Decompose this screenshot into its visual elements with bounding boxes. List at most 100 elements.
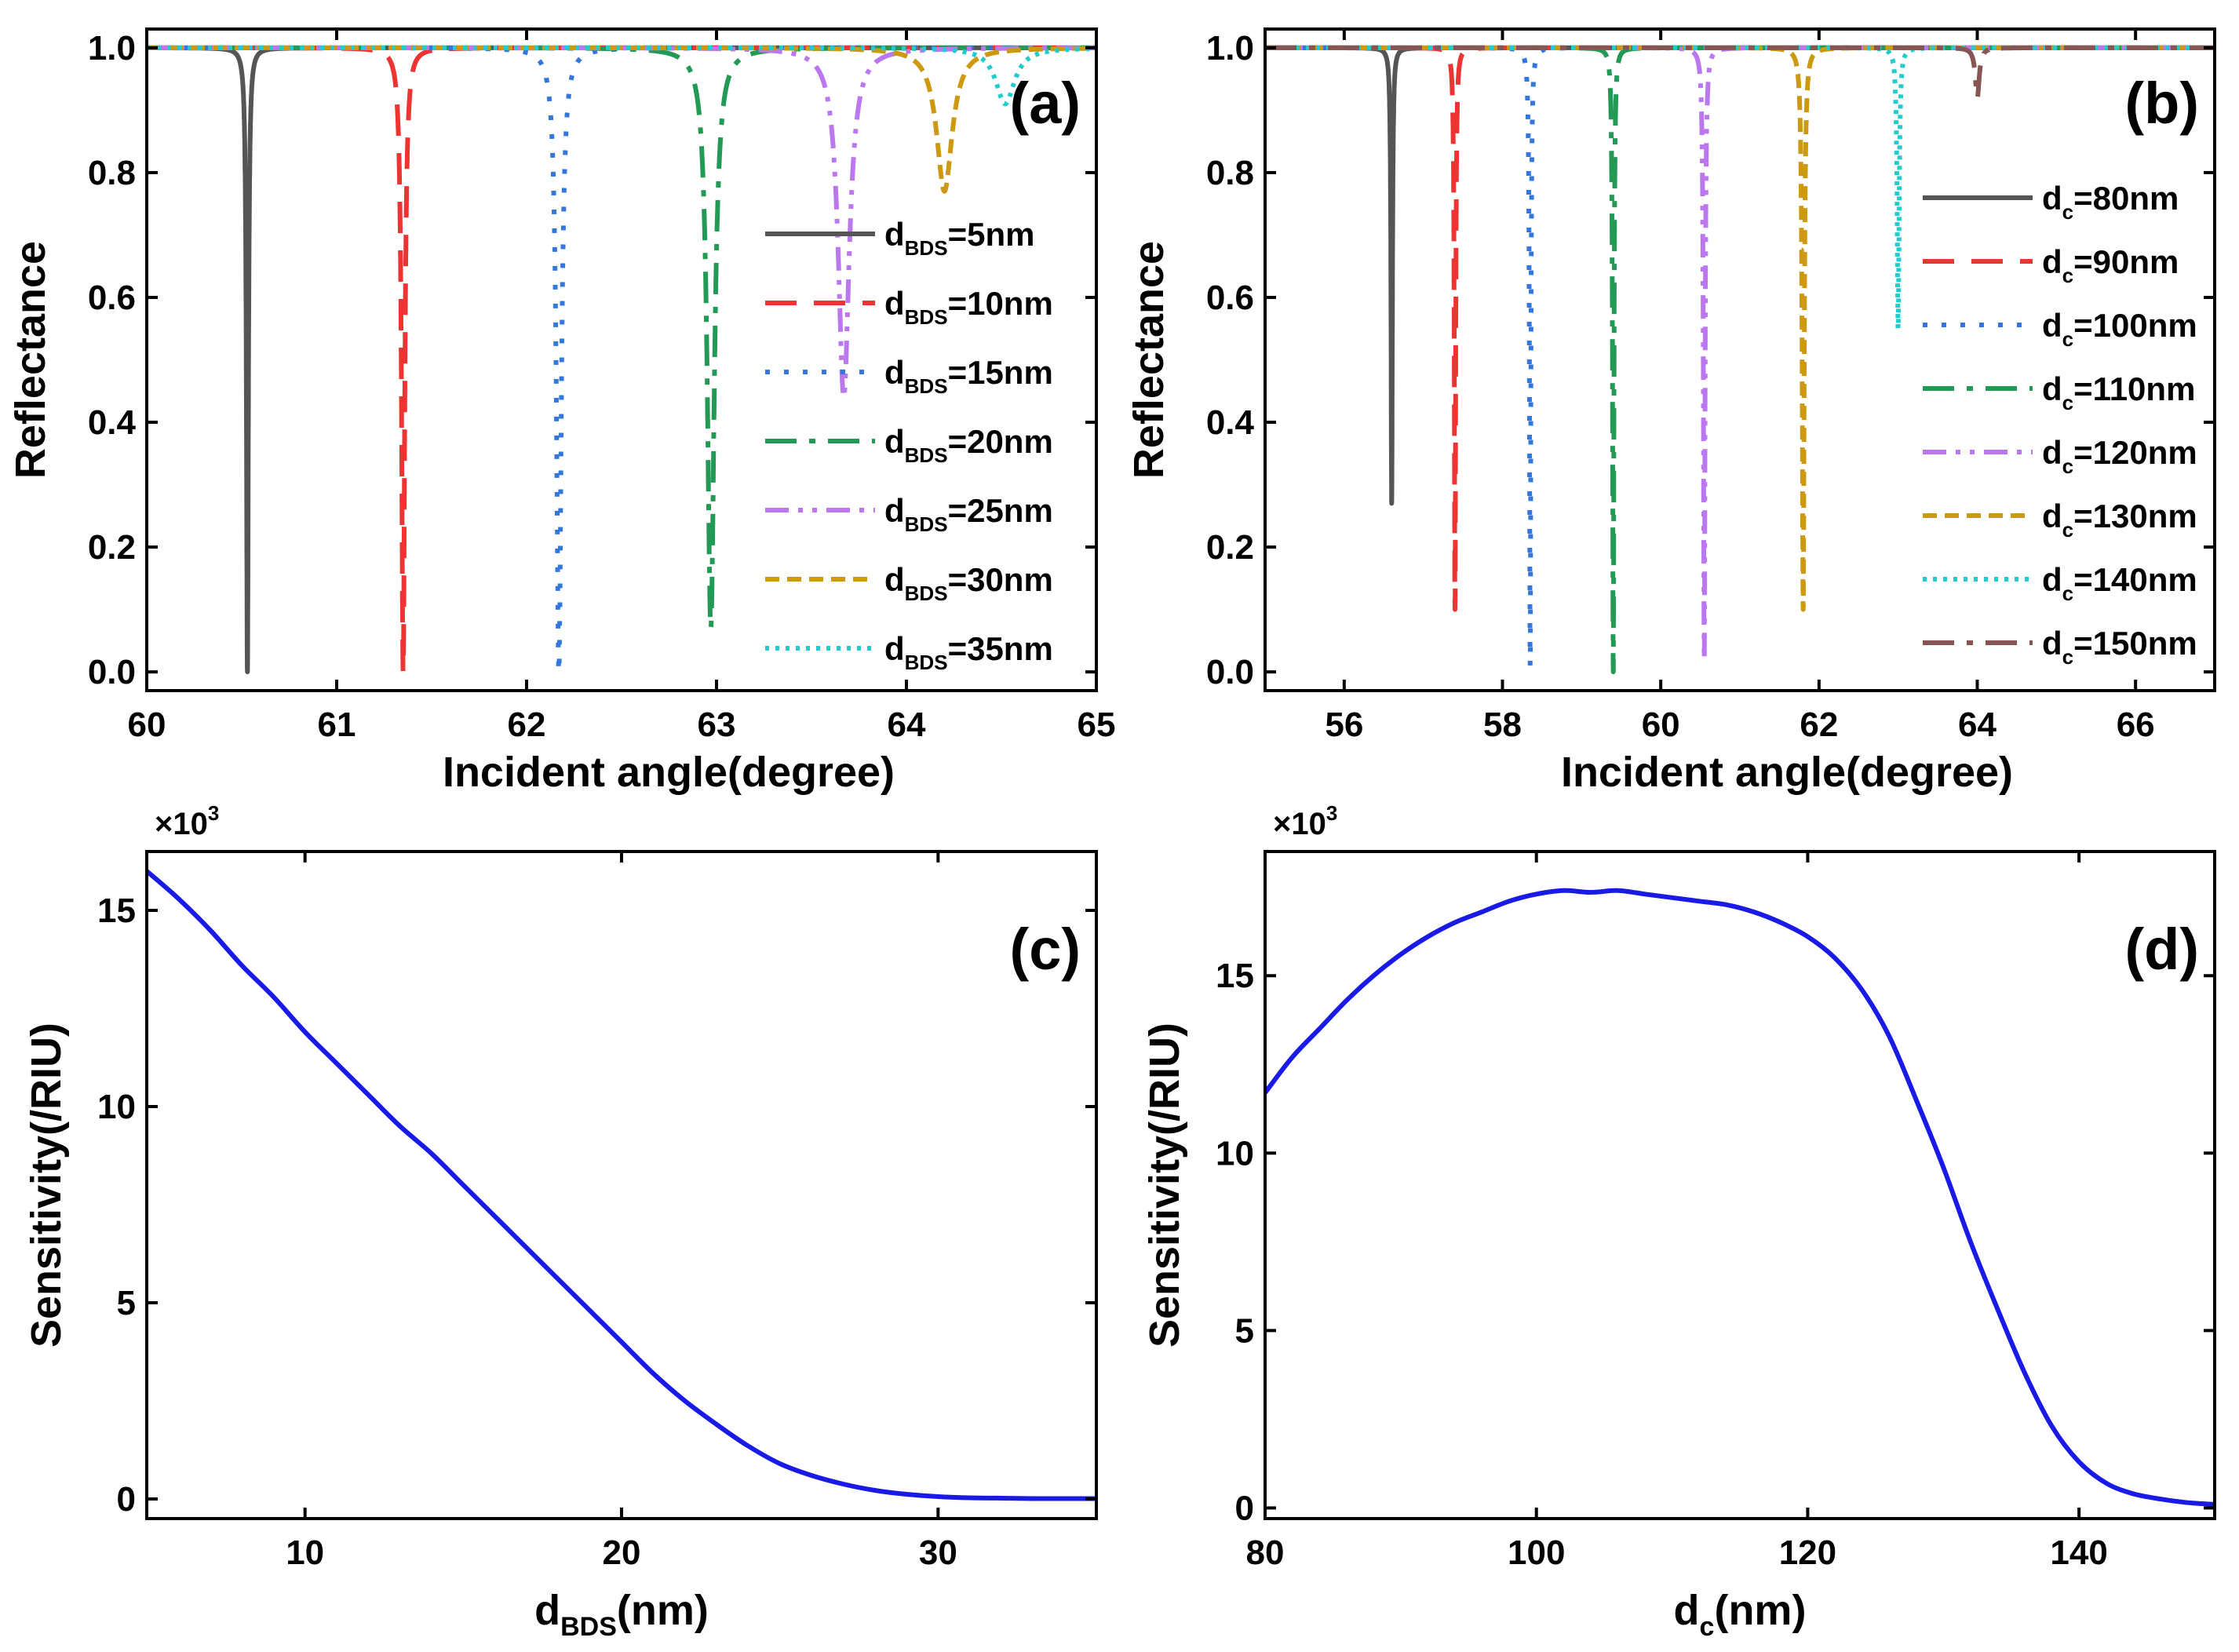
series-line-a-6 <box>147 45 1096 107</box>
y-tick-label: 0.2 <box>1206 528 1254 567</box>
legend-entry: dc=140nm <box>2042 561 2197 605</box>
legend-main: d <box>884 285 905 322</box>
legend-entry: dc=110nm <box>2042 370 2195 414</box>
plot-frame <box>145 27 1098 692</box>
y-tick-label: 0 <box>117 1480 136 1519</box>
panel-label: (c) <box>1010 917 1081 982</box>
legend-entry: dc=100nm <box>2042 307 2197 351</box>
x-tick-label: 56 <box>1325 706 1363 744</box>
xlabel-subscript: c <box>1700 1612 1715 1642</box>
x-tick-label: 62 <box>1800 706 1838 744</box>
x-tick-label: 20 <box>603 1533 641 1572</box>
legend-main: d <box>884 492 905 529</box>
legend-entry: dBDS=15nm <box>884 354 1053 398</box>
legend-rest: =110nm <box>2073 370 2195 407</box>
legend-subscript: BDS <box>905 305 948 329</box>
y-tick-label: 1.0 <box>1206 29 1254 67</box>
legend-rest: =20nm <box>948 423 1053 460</box>
series-line-b-2 <box>1265 45 2215 669</box>
x-tick-label: 140 <box>2050 1533 2107 1572</box>
panel-c: 10 20 30 0 5 10 15 ×103 dBDS(nm) Sensitivity(/RIU… <box>23 801 1098 1642</box>
y-tick-label: 0.8 <box>1206 154 1254 192</box>
y-axis-label: Reflectance <box>7 241 54 479</box>
multiplier-exponent: 3 <box>208 801 219 825</box>
legend-subscript: BDS <box>905 374 948 398</box>
legend-entry: dBDS=20nm <box>884 423 1053 467</box>
multiplier-base: ×10 <box>155 807 208 841</box>
y-tick-label: 15 <box>97 892 136 930</box>
y-tick-label: 0.6 <box>88 279 136 317</box>
legend-entry: dc=80nm <box>2042 180 2179 224</box>
multiplier-base: ×10 <box>1273 807 1326 841</box>
legend-subscript: c <box>2062 454 2073 478</box>
x-tick-label: 61 <box>318 706 356 744</box>
xlabel-rest: (nm) <box>617 1587 709 1634</box>
sensitivity-curve-d <box>1263 888 2215 1507</box>
y-tick-label: 0.0 <box>88 653 136 691</box>
xlabel-subscript: BDS <box>560 1612 617 1642</box>
legend-rest: =80nm <box>2073 180 2179 217</box>
legend-subscript: BDS <box>905 651 948 674</box>
series-line-a-5 <box>147 45 1096 194</box>
legend-main: d <box>2042 307 2062 344</box>
legend-main: d <box>2042 498 2062 534</box>
legend-subscript: BDS <box>905 443 948 467</box>
y-tick-label: 0.2 <box>88 528 136 567</box>
x-axis-label: Incident angle(degree) <box>443 749 895 796</box>
plot-frame <box>1264 850 2216 1520</box>
series-line-b-7 <box>1265 45 2215 100</box>
x-axis-label: dc(nm) <box>1674 1587 1807 1642</box>
legend-rest: =5nm <box>948 216 1035 253</box>
legend-rest: =150nm <box>2073 625 2197 662</box>
x-tick-label: 10 <box>286 1533 324 1572</box>
legend-subscript: c <box>2062 264 2073 287</box>
legend-entry: dBDS=10nm <box>884 285 1053 329</box>
y-tick-label: 15 <box>1216 957 1254 995</box>
legend-rest: =15nm <box>948 354 1053 391</box>
legend-rest: =120nm <box>2073 434 2197 471</box>
legend-subscript: c <box>2062 200 2073 224</box>
legend-main: d <box>884 216 905 253</box>
x-tick-label: 60 <box>1642 706 1680 744</box>
x-tick-label: 100 <box>1508 1533 1565 1572</box>
y-tick-label: 0.4 <box>88 403 137 442</box>
y-tick-label: 0.6 <box>1206 279 1254 317</box>
legend-subscript: BDS <box>905 512 948 536</box>
y-axis-label: Reflectance <box>1125 241 1172 479</box>
legend-entry: dc=130nm <box>2042 498 2197 542</box>
legend-rest: =30nm <box>948 561 1053 598</box>
panel-b: 56 58 60 62 64 66 0.0 0.2 0.4 0.6 0.8 1.0 Incident a… <box>1125 27 2216 796</box>
x-tick-label: 62 <box>508 706 546 744</box>
legend-subscript: c <box>2062 327 2073 351</box>
legend-entry: dBDS=30nm <box>884 561 1053 605</box>
legend: dc=80nmdc=90nmdc=100nmdc=110nmdc=120nmdc… <box>1923 180 2197 669</box>
legend-entry: dBDS=25nm <box>884 492 1053 536</box>
legend-main: d <box>2042 180 2062 217</box>
y-tick-label: 10 <box>1216 1134 1254 1172</box>
panel-d: 80 100 120 140 0 5 10 15 ×103 dc(nm) Sensitivity(/… <box>1141 801 2216 1642</box>
x-tick-label: 65 <box>1078 706 1116 744</box>
plot-frame <box>1264 27 2216 692</box>
series-group <box>147 45 1096 675</box>
panel-label: (b) <box>2125 71 2200 136</box>
legend-rest: =25nm <box>948 492 1053 529</box>
y-axis-label: Sensitivity(/RIU) <box>1141 1023 1188 1347</box>
y-tick-label: 10 <box>97 1088 136 1126</box>
legend-entry: dc=120nm <box>2042 434 2197 478</box>
x-tick-label: 30 <box>919 1533 957 1572</box>
xlabel-main: d <box>1674 1587 1700 1634</box>
axis-multiplier: ×103 <box>1273 801 1337 841</box>
multiplier-exponent: 3 <box>1326 801 1337 825</box>
x-tick-label: 120 <box>1779 1533 1836 1572</box>
x-axis-label: dBDS(nm) <box>534 1587 709 1642</box>
axis-multiplier: ×103 <box>155 801 219 841</box>
legend-subscript: BDS <box>905 236 948 260</box>
legend-main: d <box>884 354 905 391</box>
legend-rest: =140nm <box>2073 561 2197 598</box>
x-tick-label: 60 <box>128 706 166 744</box>
legend-entry: dBDS=5nm <box>884 216 1034 260</box>
x-tick-label: 80 <box>1246 1533 1285 1572</box>
y-tick-label: 5 <box>117 1284 136 1322</box>
x-tick-label: 64 <box>1958 706 1997 744</box>
